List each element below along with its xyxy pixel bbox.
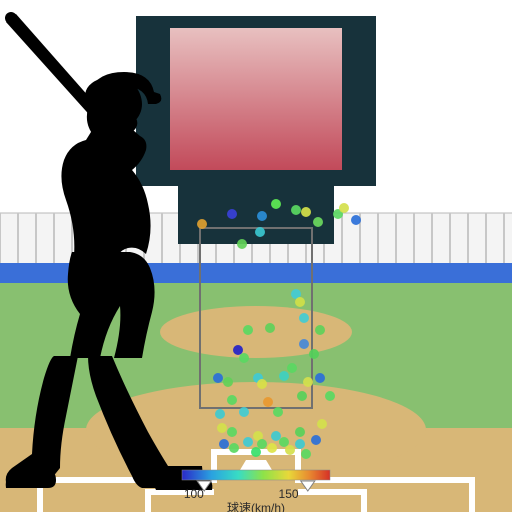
- pitch-point: [339, 203, 349, 213]
- pitch-point: [299, 339, 309, 349]
- pitch-point: [227, 209, 237, 219]
- pitch-point: [223, 377, 233, 387]
- pitch-point: [239, 353, 249, 363]
- scoreboard-lower: [178, 186, 334, 244]
- pitch-point: [309, 349, 319, 359]
- pitch-point: [279, 437, 289, 447]
- pitch-point: [239, 407, 249, 417]
- colorbar-title: 球速(km/h): [227, 501, 285, 512]
- pitch-point: [251, 447, 261, 457]
- pitch-point: [229, 443, 239, 453]
- pitch-point: [301, 207, 311, 217]
- pitch-point: [213, 373, 223, 383]
- pitch-point: [295, 297, 305, 307]
- pitch-point: [243, 437, 253, 447]
- pitch-point: [227, 427, 237, 437]
- pitch-point: [325, 391, 335, 401]
- pitch-point: [315, 325, 325, 335]
- pitch-point: [271, 199, 281, 209]
- pitch-point: [311, 435, 321, 445]
- scoreboard-screen: [170, 28, 342, 170]
- pitch-point: [295, 427, 305, 437]
- pitch-point: [255, 227, 265, 237]
- colorbar-tick-label: 150: [279, 487, 299, 501]
- pitch-point: [295, 439, 305, 449]
- pitch-point: [315, 373, 325, 383]
- pitch-point: [287, 363, 297, 373]
- pitch-point: [243, 325, 253, 335]
- pitch-point: [317, 419, 327, 429]
- pitch-point: [265, 323, 275, 333]
- colorbar-tick-label: 100: [184, 487, 204, 501]
- pitch-point: [267, 443, 277, 453]
- pitch-point: [233, 345, 243, 355]
- pitch-point: [351, 215, 361, 225]
- pitch-point: [257, 439, 267, 449]
- pitch-point: [271, 431, 281, 441]
- pitch-point: [285, 445, 295, 455]
- pitch-point: [257, 211, 267, 221]
- pitch-point: [257, 379, 267, 389]
- pitch-point: [303, 377, 313, 387]
- pitch-point: [273, 407, 283, 417]
- pitch-point: [313, 217, 323, 227]
- pitch-point: [217, 423, 227, 433]
- pitch-point: [263, 397, 273, 407]
- pitch-point: [279, 371, 289, 381]
- colorbar: [182, 470, 330, 480]
- pitch-point: [219, 439, 229, 449]
- pitch-point: [197, 219, 207, 229]
- pitch-point: [299, 313, 309, 323]
- pitch-point: [297, 391, 307, 401]
- pitch-point: [301, 449, 311, 459]
- pitch-point: [237, 239, 247, 249]
- pitch-point: [227, 395, 237, 405]
- pitch-point: [215, 409, 225, 419]
- pitch-point: [291, 205, 301, 215]
